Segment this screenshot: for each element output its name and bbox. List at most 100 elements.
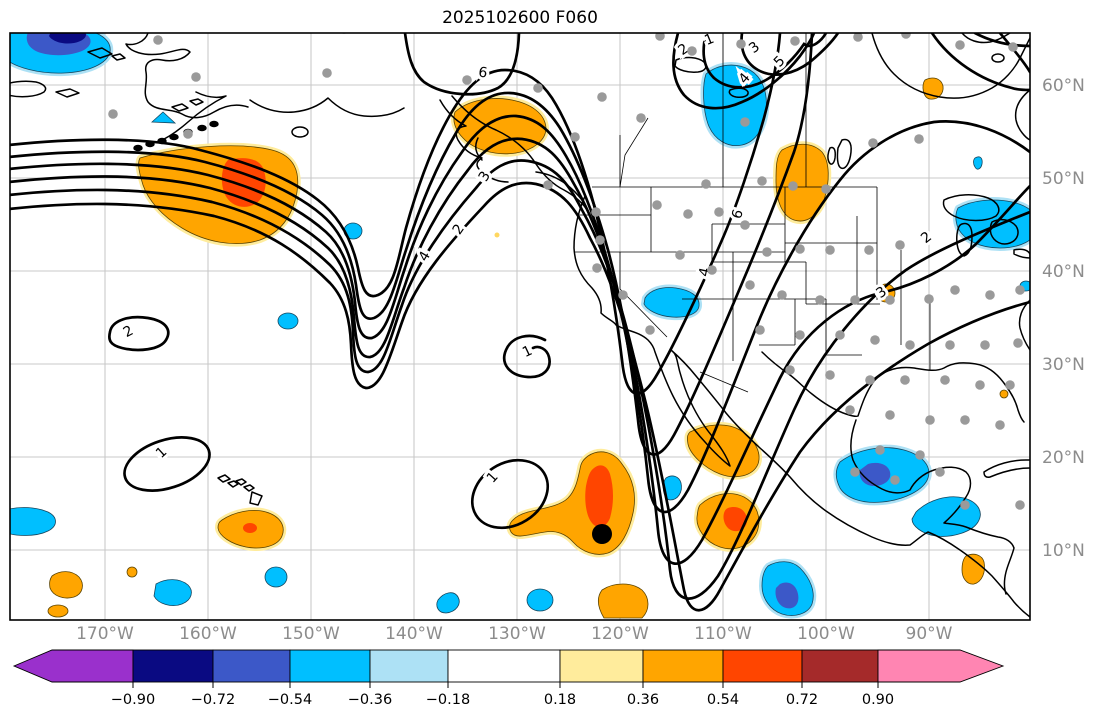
lon-tick-label: 120°W <box>591 624 649 644</box>
station-dot <box>955 40 965 50</box>
station-dot <box>950 285 960 295</box>
lon-tick-label: 90°W <box>906 624 953 644</box>
station-dots <box>108 33 1025 510</box>
state-borders <box>574 33 931 393</box>
colorbar-cell <box>212 649 291 683</box>
figure-title: 2025102600 F060 <box>442 8 598 28</box>
station-dot <box>785 365 795 375</box>
colorbar-tick-label: −0.90 <box>111 692 155 708</box>
station-dot <box>825 370 835 380</box>
contour-line-2 <box>10 159 1030 600</box>
lon-tick-label: 160°W <box>179 624 237 644</box>
colorbar-cell <box>722 649 803 683</box>
station-dot <box>757 176 767 186</box>
colorbar-tick-label: −0.36 <box>348 692 392 708</box>
station-dot <box>652 200 662 210</box>
station-dot <box>618 290 628 300</box>
station-dot <box>900 375 910 385</box>
station-dot <box>845 405 855 415</box>
closed-contour-1-central <box>470 458 550 530</box>
lon-tick-label: 170°W <box>76 624 134 644</box>
station-dot <box>645 325 655 335</box>
station-dot <box>901 33 911 39</box>
lon-tick-label: 150°W <box>282 624 340 644</box>
station-dot <box>755 325 765 335</box>
lat-tick-label: 20°N <box>1042 448 1085 468</box>
station-dot <box>885 410 895 420</box>
lon-tick-label: 100°W <box>797 624 855 644</box>
station-dot <box>570 132 580 142</box>
closed-contour-1-west <box>123 436 211 492</box>
colorbar-cell <box>801 649 879 683</box>
neg-blob-small-bering <box>151 111 177 124</box>
station-dot <box>740 117 750 127</box>
station-dot <box>655 33 665 41</box>
contour-line-4 <box>10 114 1030 514</box>
contour-line-5 <box>10 33 814 456</box>
station-dot <box>591 207 601 217</box>
station-dot <box>985 290 995 300</box>
station-dot <box>1013 338 1023 348</box>
lon-tick-label: 130°W <box>488 624 546 644</box>
colorbar-tick-label: 0.36 <box>627 692 659 708</box>
station-dot <box>835 330 845 340</box>
station-dot <box>821 184 831 194</box>
station-dot <box>980 340 990 350</box>
colorbar-cell <box>877 649 1005 683</box>
contour-lines <box>10 33 1030 612</box>
neg-blob-left-edge <box>10 507 56 536</box>
colorbar: −0.90 −0.72 −0.54 −0.36 −0.18 0.18 0.36 … <box>12 649 1005 708</box>
station-dot <box>1008 42 1018 52</box>
map-area: 6 3 2 4 2 1 3 5 4 6 4 3 2 2 1 1 1 <box>10 33 1030 620</box>
station-dot <box>885 295 895 305</box>
colorbar-tick-label: 0.54 <box>707 692 739 708</box>
station-dot <box>788 181 798 191</box>
station-dot <box>183 129 193 139</box>
graticule-grid <box>10 33 1030 620</box>
station-dot <box>597 92 607 102</box>
contour-line-1 <box>10 181 1030 612</box>
station-dot <box>870 335 880 345</box>
colorbar-cell <box>132 649 214 683</box>
colorbar-cell <box>369 649 449 683</box>
station-dot <box>595 235 605 245</box>
lat-tick-label: 40°N <box>1042 262 1085 282</box>
station-dot <box>915 450 925 460</box>
cyclone-marker-dot <box>592 524 612 544</box>
closed-contour-2 <box>107 315 170 352</box>
station-dot <box>925 415 935 425</box>
station-dot <box>462 75 472 85</box>
station-dot <box>745 280 755 290</box>
tiny-yellow-dot <box>494 232 500 238</box>
station-dot <box>701 179 711 189</box>
colorbar-cell <box>559 649 644 683</box>
station-dot <box>191 72 201 82</box>
station-dot <box>864 245 874 255</box>
colorbar-cell <box>642 649 724 683</box>
station-dot <box>850 295 860 305</box>
station-dot <box>687 46 697 56</box>
lat-tick-label: 60°N <box>1042 76 1085 96</box>
station-dot <box>905 340 915 350</box>
contour-line-3 <box>10 137 1030 566</box>
station-dot <box>153 35 163 45</box>
station-dot <box>960 500 970 510</box>
station-dot <box>762 247 772 257</box>
station-dot <box>683 209 693 219</box>
colorbar-tick-label: 0.90 <box>862 692 894 708</box>
map-frame <box>9 32 1031 621</box>
colorbar-cell <box>12 649 134 683</box>
station-dot <box>790 36 800 46</box>
colorbar-cell <box>447 649 561 683</box>
small-contour-curl-1 <box>503 334 551 379</box>
station-dot <box>1015 500 1025 510</box>
lat-tick-label: 50°N <box>1042 169 1085 189</box>
pos-blob-nicaragua <box>961 553 985 585</box>
station-dot <box>1005 380 1015 390</box>
station-dot <box>815 295 825 305</box>
station-dot <box>675 250 685 260</box>
station-dot <box>714 207 724 217</box>
station-dot <box>890 475 900 485</box>
